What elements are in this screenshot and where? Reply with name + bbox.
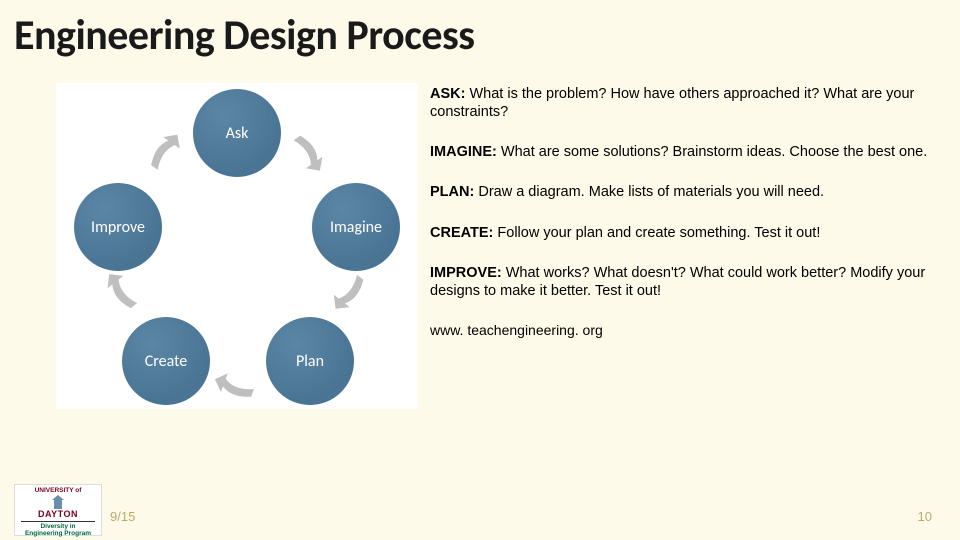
step-create: CREATE: Follow your plan and create some… <box>430 224 930 242</box>
page-title: Engineering Design Process <box>0 0 960 61</box>
step-descriptions: ASK: What is the problem? How have other… <box>430 83 930 409</box>
page-number: 10 <box>918 509 932 524</box>
step-imagine: IMAGINE: What are some solutions? Brains… <box>430 143 930 161</box>
content-row: Ask Imagine Plan Create Improve ASK: What is… <box>0 61 960 409</box>
building-icon <box>48 495 68 509</box>
cycle-node-imagine: Imagine <box>312 183 400 271</box>
source-url: www. teachengineering. org <box>430 322 930 338</box>
university-logo: UNIVERSITY of DAYTON Diversity in Engine… <box>14 484 102 536</box>
cycle-node-create: Create <box>122 317 210 405</box>
step-ask: ASK: What is the problem? How have other… <box>430 85 930 121</box>
step-improve: IMPROVE: What works? What doesn't? What … <box>430 264 930 300</box>
footer-date: 9/15 <box>110 509 135 524</box>
cycle-diagram: Ask Imagine Plan Create Improve <box>56 83 418 409</box>
cycle-arrow <box>210 359 264 408</box>
step-plan: PLAN: Draw a diagram. Make lists of mate… <box>430 183 930 201</box>
cycle-node-plan: Plan <box>266 317 354 405</box>
cycle-node-improve: Improve <box>74 183 162 271</box>
cycle-arrow <box>277 127 332 184</box>
cycle-node-ask: Ask <box>193 89 281 177</box>
cycle-arrow <box>141 127 196 184</box>
footer: UNIVERSITY of DAYTON Diversity in Engine… <box>0 482 960 540</box>
